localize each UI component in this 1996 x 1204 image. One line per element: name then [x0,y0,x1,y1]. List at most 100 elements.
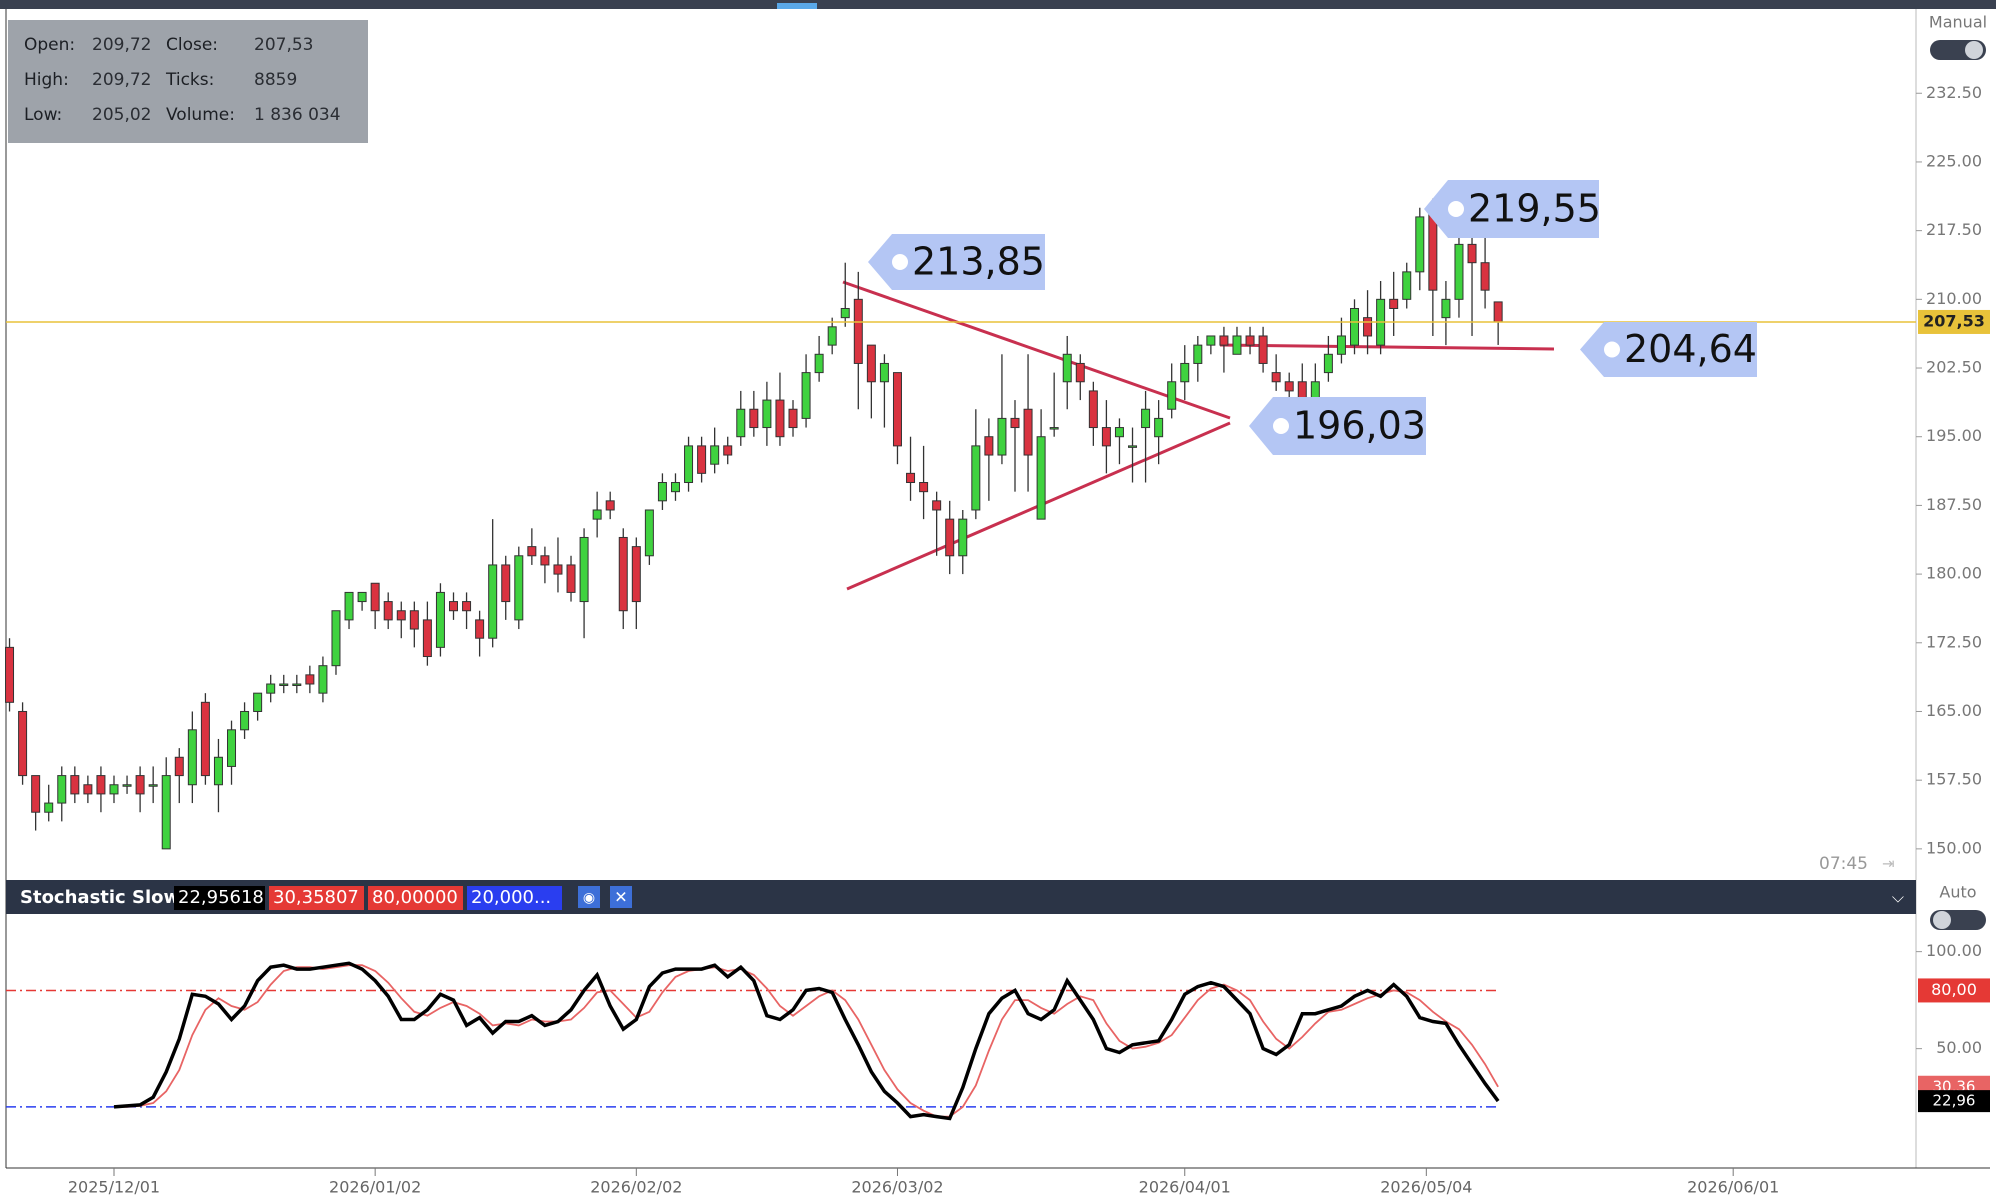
candle-body [945,518,955,557]
auto-toggle-knob[interactable] [1933,911,1951,929]
x-tick-label: 2026/04/01 [1139,1178,1231,1197]
indicator-value: 80,00000 [372,887,458,908]
x-tick-label: 2026/06/01 [1687,1178,1779,1197]
series-tag-label: 22,96 [1933,1092,1976,1110]
candle-body [200,701,210,777]
info-text: 209,72 [92,35,151,55]
candle-body [1350,307,1360,346]
candle-body [1232,335,1242,355]
candle-body [710,445,720,465]
series-tag [1918,1090,1990,1113]
info-text: High: [24,70,69,90]
top-bar-marker [777,3,817,9]
indicator-value: 20,000... [471,887,551,908]
y-tick-label: 187.50 [1926,495,1982,514]
candle-body [5,646,15,703]
candle-body [919,482,929,493]
candle-body [762,399,772,429]
candle-body [109,784,119,795]
candle-body [161,775,171,850]
candle-body [1402,271,1412,300]
candle-body [1010,417,1020,429]
candle-body [122,784,132,787]
callout-dot [1604,341,1620,358]
info-panel [8,20,368,143]
candle-body [723,445,733,456]
candle-body [1128,445,1138,448]
candle-body [697,445,707,474]
candle-body [1036,436,1046,520]
indicator-value: 22,95618 [178,887,264,908]
candle-body [1493,301,1503,323]
horizontal-line [1219,343,1555,351]
candle-body [1167,381,1177,410]
x-tick-label: 2025/12/01 [68,1178,160,1197]
manual-label: Manual [1929,13,1987,32]
info-text: Ticks: [165,70,214,90]
time-label: 07:45 [1819,854,1868,874]
candle-body [932,500,942,511]
candles [5,198,1503,850]
candle-body [1454,243,1464,300]
close-button[interactable] [610,886,632,908]
candle-body [213,756,223,786]
candle-body [553,564,563,575]
y-tick-label: 157.50 [1926,770,1982,789]
manual-toggle-knob[interactable] [1965,41,1983,59]
info-text: Low: [24,105,62,125]
y-tick-label: 172.50 [1926,632,1982,651]
candle-body [435,591,445,648]
candle-body [462,601,472,612]
indicator-value-box [269,886,364,910]
candle-body [605,500,615,511]
candle-body [670,482,680,493]
candle-body [96,775,106,795]
candle-body [357,591,367,603]
x-tick-label: 2026/05/04 [1380,1178,1472,1197]
x-tick-label: 2026/02/02 [590,1178,682,1197]
goto-icon[interactable]: ⇥ [1882,855,1895,873]
eye-button[interactable] [578,886,600,908]
candle-body [1206,335,1216,346]
candle-body [318,665,328,694]
candle-body [174,756,184,777]
y-tick-label: 232.50 [1926,83,1982,102]
stochastic-line [113,961,1500,1121]
candle-body [814,353,824,374]
candle-body [644,509,654,557]
candle-body [305,674,315,685]
candle-body [775,399,785,438]
candle-body [148,784,158,787]
close-icon[interactable]: ✕ [614,888,627,907]
candle-body [788,408,798,429]
candle-body [1284,381,1294,392]
collapse-icon[interactable]: ⌵ [1892,888,1904,907]
info-text: 207,53 [254,35,313,55]
x-tick-label: 2026/03/02 [851,1178,943,1197]
candle-body [579,536,589,603]
candle-body [1441,298,1451,319]
candle-body [906,472,916,484]
info-text: Close: [166,35,218,55]
candle-body [1088,390,1098,429]
level-tag-label: 80,00 [1931,980,1977,999]
candle-body [1101,427,1111,447]
candle-body [370,582,380,612]
candle-body [1363,317,1373,337]
y-tick-label: 100.00 [1926,941,1982,960]
candle-body [892,372,902,447]
last-price-tag [1918,309,1990,334]
info-text: 8859 [254,70,297,90]
level-tag [1918,978,1990,1003]
indicator-value-box [368,886,463,910]
candle-body [827,326,837,346]
candle-body [344,591,354,621]
candle-body [18,710,28,777]
candle-body [618,536,628,612]
eye-icon[interactable]: ◉ [583,890,595,906]
candle-body [984,436,994,456]
candle-body [422,619,432,658]
candle-body [1271,372,1281,383]
price-callout-label: 213,85 [912,240,1045,284]
